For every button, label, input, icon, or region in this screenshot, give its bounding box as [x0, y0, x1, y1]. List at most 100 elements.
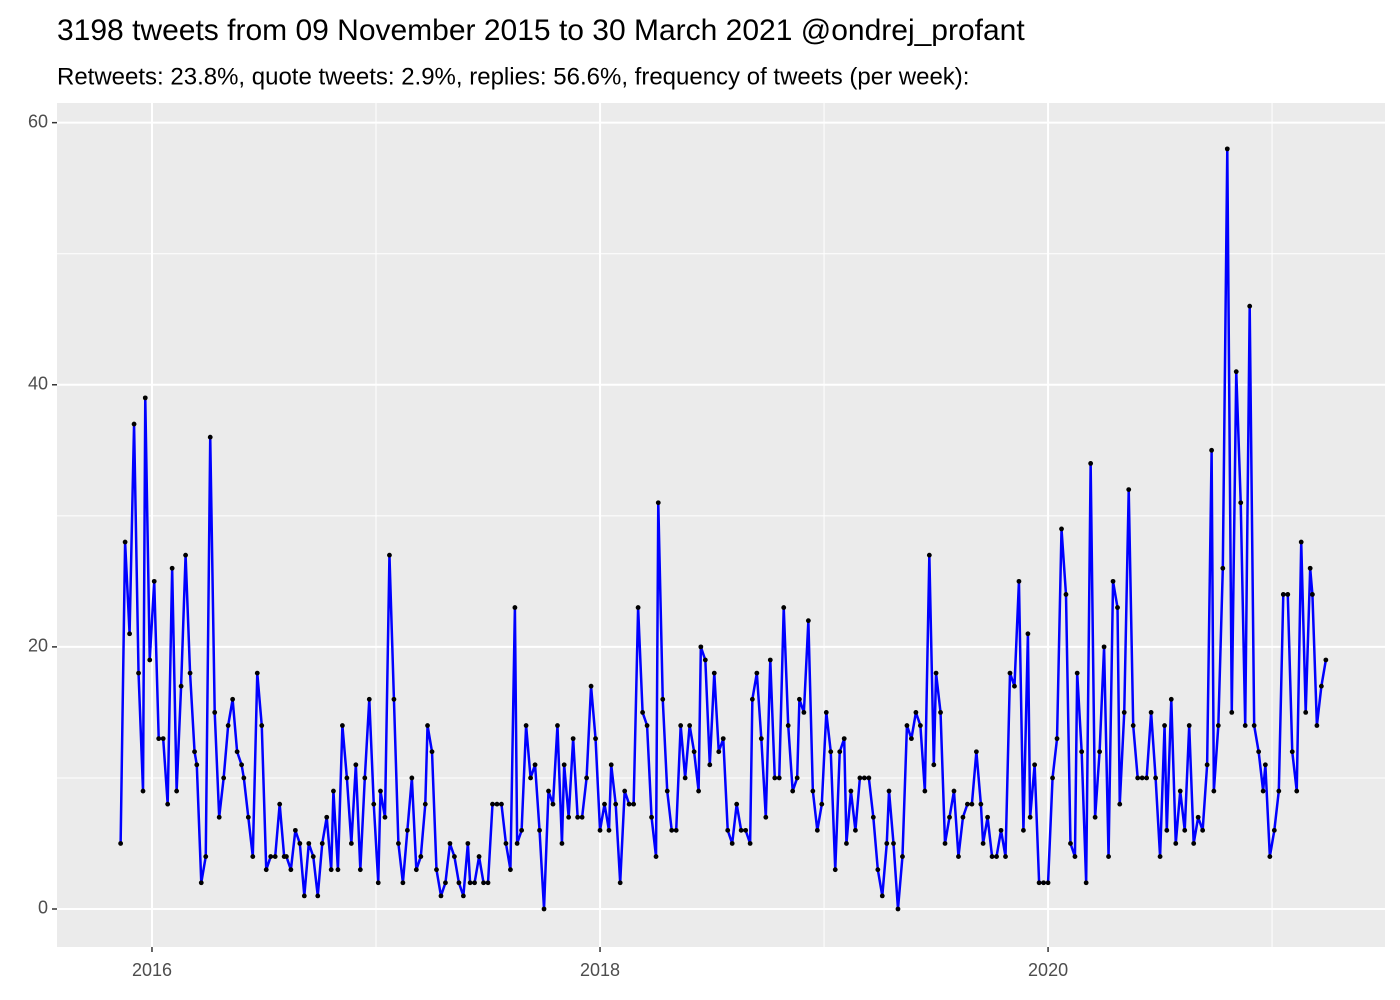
data-point	[1041, 880, 1046, 886]
data-point	[156, 736, 162, 742]
data-point	[1121, 710, 1127, 715]
data-point	[1220, 565, 1226, 571]
data-point	[460, 893, 466, 899]
data-point	[1063, 592, 1069, 597]
data-point	[682, 775, 688, 781]
data-point	[413, 867, 419, 873]
data-point	[127, 631, 132, 637]
data-point	[653, 854, 659, 859]
data-point	[805, 618, 811, 624]
data-point	[763, 814, 769, 820]
data-point	[1083, 880, 1089, 886]
data-point	[472, 880, 477, 886]
data-point	[1097, 749, 1102, 755]
data-point	[203, 854, 209, 859]
data-point	[447, 841, 453, 846]
data-point	[1307, 565, 1313, 571]
data-point	[541, 906, 547, 912]
x-tick-label: 2016	[132, 960, 172, 980]
data-point	[1310, 592, 1315, 597]
data-point	[340, 723, 345, 728]
data-point	[499, 801, 504, 807]
data-point	[528, 775, 533, 781]
data-point	[1186, 723, 1192, 728]
data-point	[1209, 447, 1215, 453]
data-point	[268, 854, 274, 859]
data-point	[749, 696, 755, 702]
y-tick-label: 60	[28, 111, 48, 131]
data-point	[947, 814, 952, 820]
data-point	[1233, 369, 1239, 375]
data-point	[1229, 710, 1235, 715]
data-point	[348, 841, 354, 846]
data-point	[254, 670, 260, 676]
data-point	[425, 723, 430, 728]
data-point	[225, 723, 231, 728]
data-point	[801, 710, 807, 715]
data-point	[523, 723, 529, 728]
data-point	[1267, 854, 1273, 859]
data-point	[1224, 146, 1230, 152]
data-point	[1262, 762, 1268, 768]
data-point	[1280, 592, 1286, 597]
data-point	[891, 841, 896, 846]
data-point	[870, 814, 876, 820]
data-point	[331, 788, 336, 794]
data-point	[131, 421, 137, 427]
data-point	[1088, 461, 1094, 466]
data-point	[508, 867, 513, 873]
data-point	[985, 814, 990, 820]
data-point	[216, 814, 222, 820]
data-point	[772, 775, 778, 781]
data-point	[917, 723, 923, 728]
data-point	[626, 801, 632, 807]
data-point	[673, 827, 679, 833]
data-point	[1003, 854, 1008, 859]
data-point	[1157, 854, 1163, 859]
data-point	[900, 854, 905, 859]
data-point	[1303, 710, 1309, 715]
data-point	[720, 736, 726, 742]
data-point	[259, 723, 265, 728]
data-point	[1012, 683, 1017, 689]
data-point	[362, 775, 368, 781]
data-point	[1238, 500, 1244, 506]
data-point	[669, 827, 675, 833]
y-tick-label: 40	[28, 374, 48, 394]
data-point	[1168, 696, 1174, 702]
data-point	[579, 814, 585, 820]
data-point	[357, 867, 363, 873]
data-point	[467, 880, 473, 886]
data-point	[512, 605, 518, 610]
data-point	[178, 683, 184, 689]
data-point	[165, 801, 171, 807]
data-point	[288, 867, 294, 873]
data-point	[537, 827, 542, 833]
data-point	[1059, 526, 1064, 532]
data-point	[635, 605, 641, 610]
data-point	[422, 801, 428, 807]
data-point	[797, 696, 802, 702]
data-point	[828, 749, 834, 755]
data-point	[866, 775, 872, 781]
data-point	[1298, 539, 1304, 545]
data-point	[933, 670, 939, 676]
data-point	[994, 854, 999, 859]
data-point	[514, 841, 520, 846]
data-point	[1173, 841, 1179, 846]
data-point	[344, 775, 350, 781]
data-point	[245, 814, 251, 820]
data-point	[649, 814, 654, 820]
data-point	[1251, 723, 1257, 728]
data-point	[1200, 827, 1206, 833]
data-point	[490, 801, 495, 807]
data-point	[1215, 723, 1221, 728]
data-point	[617, 880, 623, 886]
data-point	[588, 683, 594, 689]
data-point	[1007, 670, 1013, 676]
data-point	[734, 801, 740, 807]
data-point	[263, 867, 269, 873]
data-point	[1050, 775, 1055, 781]
data-point	[212, 710, 218, 715]
